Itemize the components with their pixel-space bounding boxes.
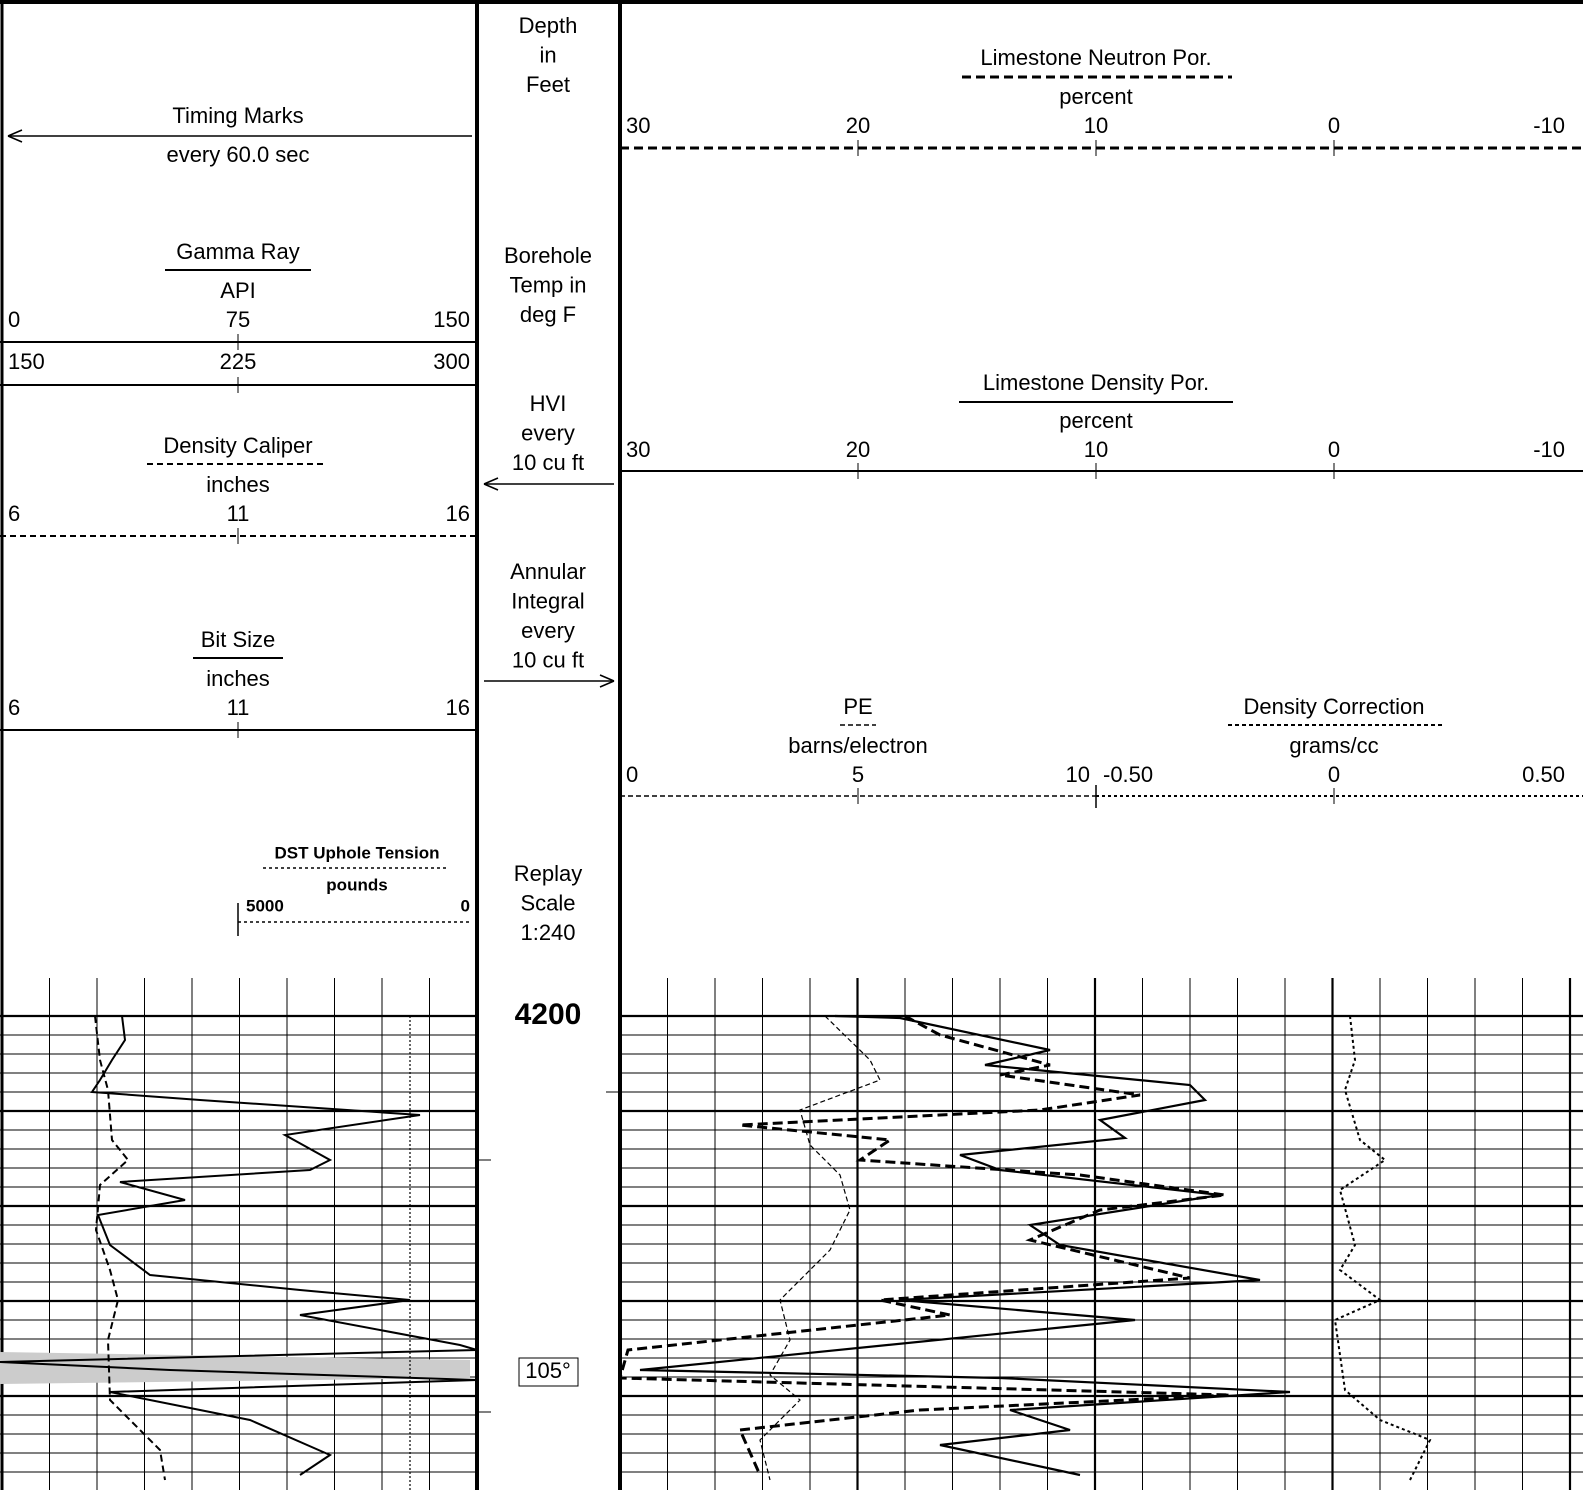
scale-label: 10 [1084, 437, 1108, 462]
depth-track-label: Scale [520, 890, 575, 915]
title: Density Correction [1244, 694, 1425, 719]
depth-track-label: 10 cu ft [512, 450, 584, 475]
depth-track-label: every [521, 420, 575, 445]
scale-label: 0 [1328, 762, 1340, 787]
scale-label: 10 [1066, 762, 1090, 787]
scale-label: 20 [846, 113, 870, 138]
scale-label: -10 [1533, 113, 1565, 138]
depth-track-label: Borehole [504, 243, 592, 268]
title: DST Uphole Tension [275, 843, 440, 862]
depth-track-label: Temp in [509, 272, 586, 297]
temperature: 105° [525, 1358, 571, 1383]
depth-track-label: deg F [520, 302, 576, 327]
depth-track-label: HVI [530, 391, 567, 416]
scale-label: 5 [852, 762, 864, 787]
title: Limestone Density Por. [983, 370, 1209, 395]
scale-label: 0 [1328, 113, 1340, 138]
scale-label: 0 [626, 762, 638, 787]
scale-label: 16 [446, 695, 470, 720]
unit: grams/cc [1289, 733, 1378, 758]
depth-track-label: Feet [526, 72, 570, 97]
scale-label: 16 [446, 501, 470, 526]
depth-track-label: 10 cu ft [512, 647, 584, 672]
scale-label: 11 [227, 501, 250, 526]
depth-track-label: Annular [510, 559, 586, 584]
depth-track-label: Integral [511, 588, 584, 613]
depth-mark: 4200 [515, 998, 582, 1031]
scale-label: 225 [220, 349, 257, 374]
unit: inches [206, 666, 270, 691]
scale-label: 20 [846, 437, 870, 462]
scale-label: -10 [1533, 437, 1565, 462]
scale-label: 0 [8, 307, 20, 332]
unit: API [220, 278, 255, 303]
scale-label: 30 [626, 113, 650, 138]
scale-label: 5000 [246, 896, 284, 915]
depth-track-label: 1:240 [520, 920, 575, 945]
unit: pounds [326, 875, 387, 894]
scale-label: 150 [433, 307, 470, 332]
scale-label: 6 [8, 501, 20, 526]
title: PE [843, 694, 872, 719]
scale-label: 150 [8, 349, 45, 374]
scale-label: 300 [433, 349, 470, 374]
scale-label: 10 [1084, 113, 1108, 138]
title: Timing Marks [172, 103, 303, 128]
unit: inches [206, 472, 270, 497]
depth-track-label: Depth [519, 13, 578, 38]
scale-label: 75 [226, 307, 250, 332]
title: Limestone Neutron Por. [980, 45, 1211, 70]
depth-track-label: Replay [514, 861, 582, 886]
scale-label: 6 [8, 695, 20, 720]
scale-label: 30 [626, 437, 650, 462]
scale-label: 0.50 [1522, 762, 1565, 787]
log-grid [0, 978, 1583, 1490]
title: Bit Size [201, 627, 276, 652]
depth-track-label: every [521, 618, 575, 643]
log-curves [0, 1014, 1432, 1490]
unit: every 60.0 sec [166, 142, 309, 167]
scale-label: 11 [227, 695, 250, 720]
unit: percent [1059, 408, 1132, 433]
title: Gamma Ray [176, 239, 299, 264]
depth-track-label: in [539, 42, 556, 67]
unit: percent [1059, 84, 1132, 109]
unit: barns/electron [788, 733, 927, 758]
scale-label: -0.50 [1103, 762, 1153, 787]
title: Density Caliper [163, 433, 312, 458]
scale-label: 0 [461, 896, 470, 915]
scale-label: 0 [1328, 437, 1340, 462]
